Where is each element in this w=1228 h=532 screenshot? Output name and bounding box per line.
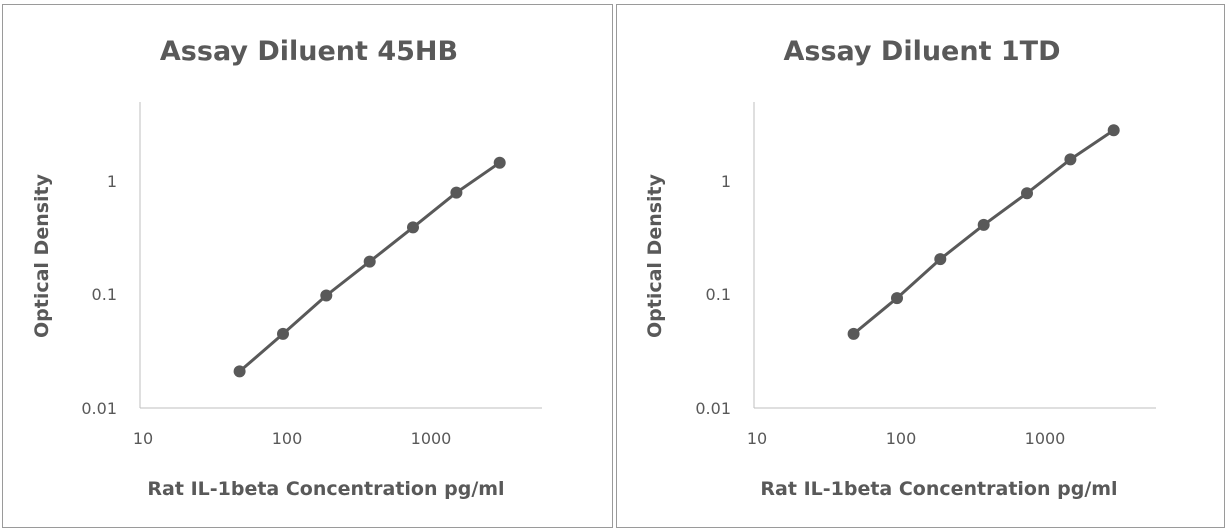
- plot-area-right: [847, 124, 1120, 340]
- x-tick-label: 1000: [411, 429, 452, 448]
- y-tick-label: 0.1: [92, 285, 117, 304]
- data-point: [493, 156, 506, 169]
- x-axis-label-left: Rat IL-1beta Concentration pg/ml: [147, 478, 504, 500]
- chart-panel-right-border: [616, 4, 1225, 528]
- plot-area-left: [233, 156, 506, 378]
- x-tick-label: 100: [886, 429, 917, 448]
- x-tick-label: 100: [272, 429, 303, 448]
- data-point: [233, 365, 246, 378]
- data-point: [1107, 124, 1120, 137]
- data-point: [450, 186, 463, 199]
- chart-title-left: Assay Diluent 45HB: [160, 36, 458, 67]
- chart-panel-right: Assay Diluent 1TD Optical Density Rat IL…: [616, 4, 1225, 528]
- chart-panel-left-border: [2, 4, 613, 528]
- y-axis-label-left: Optical Density: [31, 173, 53, 338]
- y-tick-label: 1: [107, 172, 117, 191]
- chart-panel-left: Assay Diluent 45HB Optical Density Rat I…: [2, 4, 613, 528]
- y-tick-label: 1: [721, 172, 731, 191]
- y-tick-label: 0.01: [81, 399, 117, 418]
- data-point: [320, 289, 333, 302]
- data-point: [934, 253, 947, 266]
- data-point: [977, 218, 990, 231]
- data-point: [407, 221, 419, 234]
- x-tick-label: 10: [747, 429, 767, 448]
- x-axis-label-right: Rat IL-1beta Concentration pg/ml: [760, 478, 1117, 500]
- x-tick-label: 1000: [1025, 429, 1066, 448]
- data-point: [1064, 153, 1077, 166]
- data-point: [1021, 187, 1033, 200]
- x-tick-label: 10: [133, 429, 153, 448]
- data-point: [363, 255, 376, 268]
- data-point: [277, 327, 289, 340]
- y-tick-label: 0.1: [706, 285, 731, 304]
- data-point: [847, 327, 860, 340]
- chart-title-right: Assay Diluent 1TD: [783, 36, 1060, 67]
- y-axis-label-right: Optical Density: [644, 173, 666, 338]
- y-tick-label: 0.01: [695, 399, 731, 418]
- data-point: [891, 292, 903, 305]
